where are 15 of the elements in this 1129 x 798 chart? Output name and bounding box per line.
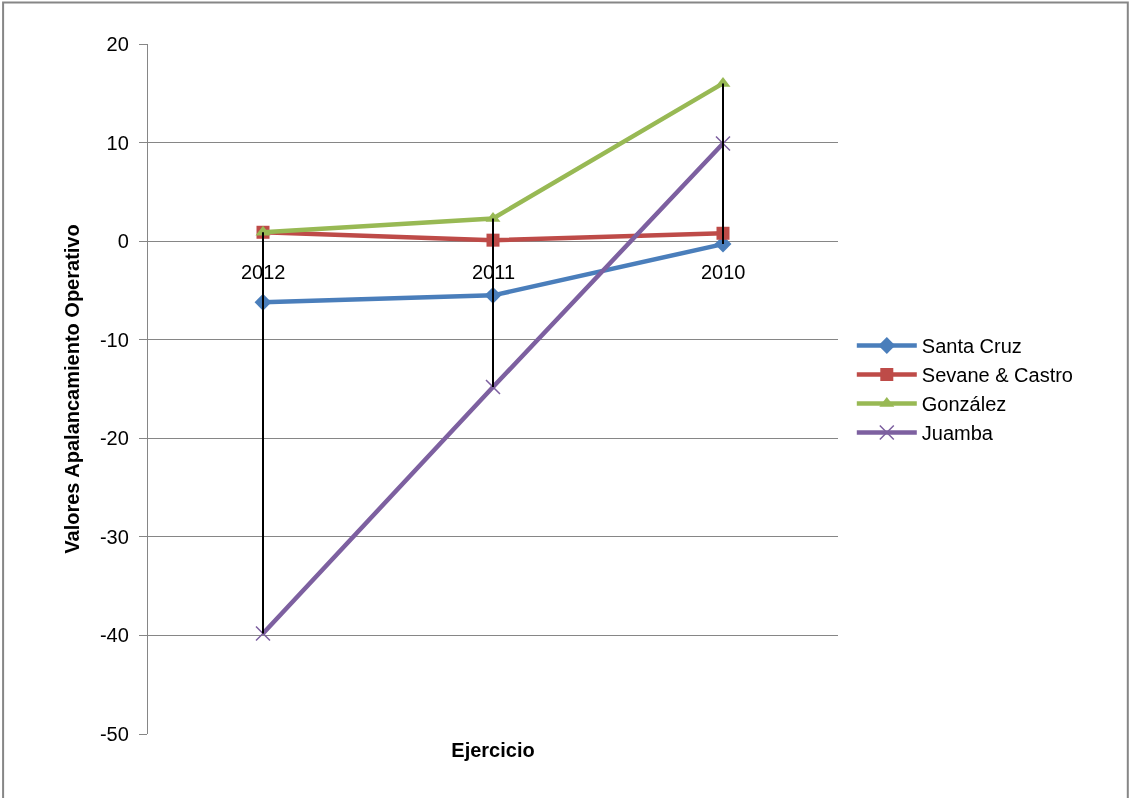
y-tick-label: 10 xyxy=(106,131,129,154)
y-tick-label: -20 xyxy=(99,427,129,450)
x-axis-title: Ejercicio xyxy=(451,738,535,761)
legend-label: Sevane & Castro xyxy=(921,364,1073,387)
y-tick-label: -50 xyxy=(99,723,129,745)
y-axis-title: Valores Apalancamiento Operativo xyxy=(61,224,84,554)
legend-label: González xyxy=(921,393,1007,416)
y-tick-label: -30 xyxy=(99,525,129,548)
x-tick-label: 2010 xyxy=(701,261,746,283)
y-tick-label: -40 xyxy=(99,624,129,647)
legend-label: Juamba xyxy=(921,422,994,445)
y-tick-label: -10 xyxy=(99,328,129,351)
y-tick-label: 20 xyxy=(106,33,129,55)
y-tick-label: 0 xyxy=(117,230,129,253)
legend-label: Santa Cruz xyxy=(921,335,1022,358)
